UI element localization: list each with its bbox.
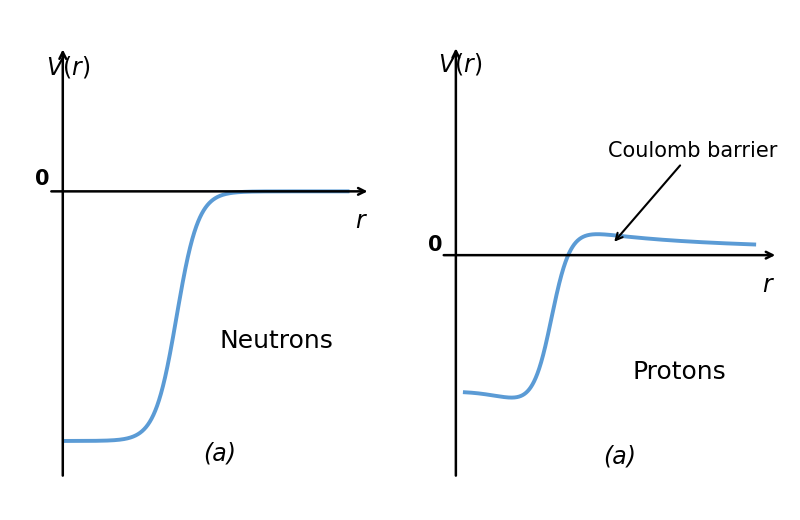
Text: 0: 0 xyxy=(428,236,442,255)
Text: $V(r)$: $V(r)$ xyxy=(438,51,482,77)
Text: Protons: Protons xyxy=(633,360,726,384)
Text: $V(r)$: $V(r)$ xyxy=(46,54,90,80)
Text: $r$: $r$ xyxy=(354,209,367,233)
Text: (a): (a) xyxy=(603,445,637,469)
Text: 0: 0 xyxy=(35,169,50,189)
Text: $r$: $r$ xyxy=(762,272,775,296)
Text: Neutrons: Neutrons xyxy=(219,329,334,353)
Text: Coulomb barrier: Coulomb barrier xyxy=(608,140,778,240)
Text: (a): (a) xyxy=(203,442,236,466)
